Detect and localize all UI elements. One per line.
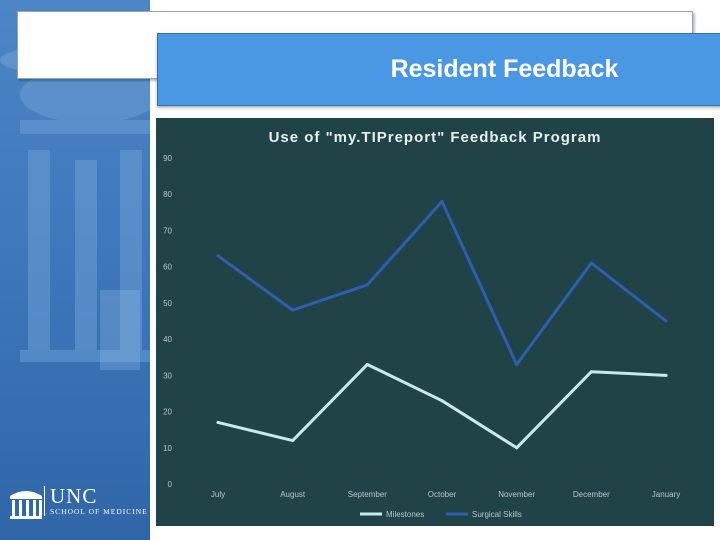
- data-point: [440, 399, 444, 403]
- legend-label: Surgical Skills: [472, 510, 522, 519]
- data-point: [515, 446, 519, 450]
- x-tick-label: July: [211, 490, 225, 499]
- x-tick-label: August: [280, 490, 306, 499]
- line-chart: Use of "my.TIPreport" Feedback Program 0…: [163, 129, 680, 519]
- x-tick-label: October: [428, 490, 457, 499]
- data-point: [216, 254, 220, 258]
- data-point: [291, 308, 295, 312]
- x-tick-label: December: [573, 490, 610, 499]
- sidebar-banner: UNC SCHOOL OF MEDICINE: [0, 0, 150, 540]
- x-tick-label: September: [348, 490, 387, 499]
- data-point: [365, 362, 369, 366]
- y-tick-label: 0: [168, 480, 173, 489]
- data-point: [216, 420, 220, 424]
- data-point: [589, 261, 593, 265]
- title-bar: Resident Feedback: [157, 33, 720, 106]
- x-tick-label: January: [652, 490, 680, 499]
- legend-label: Milestones: [386, 510, 424, 519]
- old-well-icon: [10, 491, 42, 519]
- y-tick-label: 40: [163, 335, 172, 344]
- data-point: [515, 362, 519, 366]
- logo-divider: [44, 486, 45, 516]
- y-tick-label: 70: [163, 226, 172, 235]
- y-tick-label: 90: [163, 154, 172, 163]
- data-point: [440, 199, 444, 203]
- y-tick-label: 60: [163, 263, 172, 272]
- unc-logo: UNC SCHOOL OF MEDICINE: [8, 484, 150, 520]
- series-line-milestones: [216, 362, 668, 450]
- columns-illustration: [0, 46, 150, 370]
- logo-subtitle: SCHOOL OF MEDICINE: [50, 507, 148, 516]
- y-tick-label: 50: [163, 299, 172, 308]
- y-tick-label: 80: [163, 190, 172, 199]
- logo-name: UNC: [50, 484, 98, 508]
- data-point: [664, 373, 668, 377]
- data-point: [664, 319, 668, 323]
- data-point: [589, 370, 593, 374]
- x-tick-label: November: [498, 490, 535, 499]
- chart-title: Use of "my.TIPreport" Feedback Program: [269, 129, 602, 146]
- y-tick-label: 10: [163, 444, 172, 453]
- data-point: [291, 439, 295, 443]
- data-point: [365, 283, 369, 287]
- y-tick-label: 20: [163, 408, 172, 417]
- y-tick-label: 30: [163, 371, 172, 380]
- slide-title: Resident Feedback: [390, 55, 619, 83]
- series-line-surgical-skills: [216, 199, 668, 366]
- chart-panel: Use of "my.TIPreport" Feedback Program 0…: [156, 118, 714, 526]
